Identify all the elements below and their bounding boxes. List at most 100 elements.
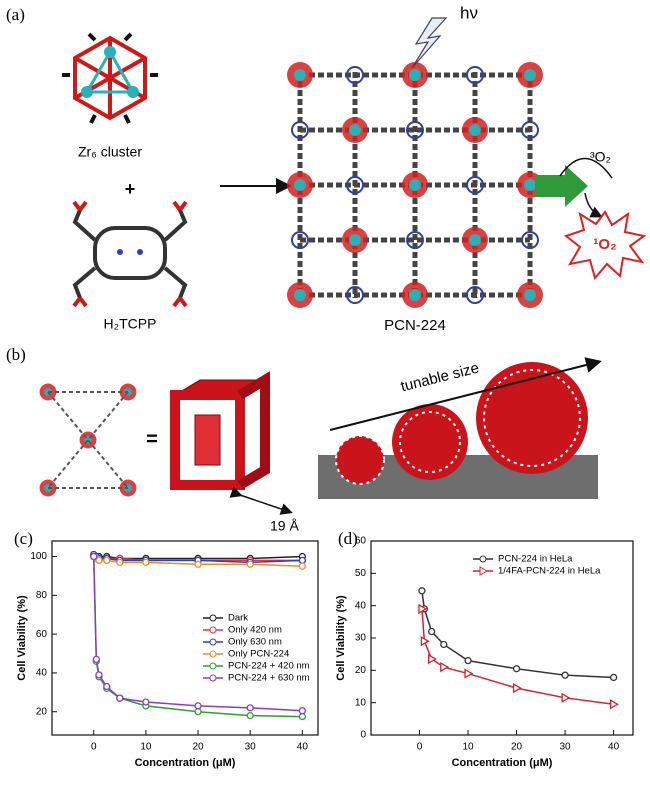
data-marker [298, 707, 307, 715]
data-marker [464, 656, 472, 665]
x-tick-label: 0 [91, 742, 97, 753]
cluster-node [409, 69, 421, 81]
data-marker [418, 587, 426, 595]
data-marker [142, 558, 150, 566]
light-bolt [411, 17, 448, 69]
nanoparticles [335, 362, 588, 485]
cluster-node [409, 179, 421, 191]
data-marker [420, 636, 430, 647]
zr-cluster-drawing [62, 32, 158, 124]
linker-drawing [72, 200, 188, 308]
data-marker [561, 671, 569, 679]
data-marker [609, 673, 618, 682]
panel-label: (a) [6, 5, 25, 24]
plus-sign: + [125, 179, 136, 199]
y-axis-label: Cell Viability (%) [16, 595, 28, 681]
cluster-node [294, 289, 306, 301]
data-marker [418, 603, 428, 615]
singlet-burst [563, 210, 647, 281]
y-tick-label: 60 [355, 536, 367, 547]
x-tick-label: 20 [511, 742, 523, 753]
data-marker [116, 694, 124, 702]
y-tick-label: 40 [355, 600, 367, 611]
data-marker [142, 698, 150, 706]
equals-sign: = [146, 428, 158, 450]
porphyrin [466, 66, 484, 84]
series-line [421, 590, 614, 679]
cube-model [170, 371, 270, 490]
curve-arrow [584, 192, 603, 218]
light-label: hν [460, 3, 478, 22]
unit-cell-drawing [39, 383, 137, 497]
y-tick-label: 30 [355, 633, 367, 644]
panel-label: (b) [6, 345, 26, 364]
cluster-label: Zr₆ cluster [78, 144, 142, 160]
panel-label: (c) [14, 529, 33, 548]
data-marker [298, 712, 307, 721]
data-marker [246, 711, 254, 720]
porphyrin [406, 121, 424, 139]
data-marker [103, 682, 111, 691]
curve-arrow [559, 157, 613, 179]
porphyrin [346, 66, 364, 84]
data-marker [298, 556, 307, 565]
y-tick-label: 0 [360, 730, 366, 741]
cluster-node [294, 69, 306, 81]
triplet-label: ³O₂ [590, 149, 611, 165]
y-tick-label: 10 [355, 697, 367, 708]
porphyrin [466, 286, 484, 304]
x-axis-label: Concentration (μM) [452, 757, 553, 769]
data-marker [95, 556, 103, 565]
cluster-node [409, 289, 421, 301]
data-marker [512, 665, 521, 673]
porphyrin [466, 176, 484, 194]
y-tick-label: 20 [36, 706, 48, 717]
x-tick-label: 30 [560, 742, 572, 753]
data-marker [427, 653, 437, 665]
legend-label: Only PCN-224 [228, 649, 289, 660]
x-tick-label: 0 [417, 742, 423, 753]
cluster-node [524, 179, 536, 191]
legend-marker [209, 662, 217, 670]
x-tick-label: 40 [608, 742, 620, 753]
cluster-node [349, 234, 361, 246]
x-tick-label: 40 [297, 742, 309, 753]
y-tick-label: 80 [36, 590, 48, 601]
legend-label: Dark [228, 613, 248, 624]
porphyrin [521, 121, 539, 139]
data-marker [464, 668, 474, 679]
legend-label: PCN-224 + 630 nm [228, 673, 310, 684]
y-tick-label: 50 [355, 568, 367, 579]
data-marker [440, 640, 448, 649]
data-marker [246, 704, 254, 712]
data-marker [427, 627, 436, 636]
data-marker [246, 560, 254, 568]
cluster-node [469, 124, 481, 136]
pcn-224-lattice [287, 62, 543, 308]
data-marker [512, 682, 522, 694]
cluster-node [349, 124, 361, 136]
legend-label: Only 420 nm [228, 625, 282, 636]
x-axis-label: Concentration (μM) [135, 757, 236, 769]
size-arrow [329, 357, 602, 431]
y-tick-label: 40 [36, 668, 48, 679]
cluster-node [524, 289, 536, 301]
porphyrin [521, 231, 539, 249]
legend-marker [209, 674, 217, 682]
data-marker [561, 692, 571, 703]
cluster-node [294, 179, 306, 191]
legend-label: PCN-224 in HeLa [498, 554, 573, 565]
legend-label: PCN-224 + 420 nm [228, 661, 310, 672]
mof-label: PCN-224 [384, 317, 446, 334]
porphyrin [291, 231, 309, 249]
legend-marker [479, 555, 487, 563]
cluster-node [469, 234, 481, 246]
plot-frame [51, 540, 319, 736]
legend-marker [209, 614, 217, 622]
y-tick-label: 20 [355, 665, 367, 676]
data-marker [194, 560, 202, 568]
data-marker [194, 702, 202, 710]
pore-arrow [229, 486, 293, 515]
pore-label: 19 Å [270, 518, 299, 534]
x-tick-label: 10 [140, 742, 152, 753]
